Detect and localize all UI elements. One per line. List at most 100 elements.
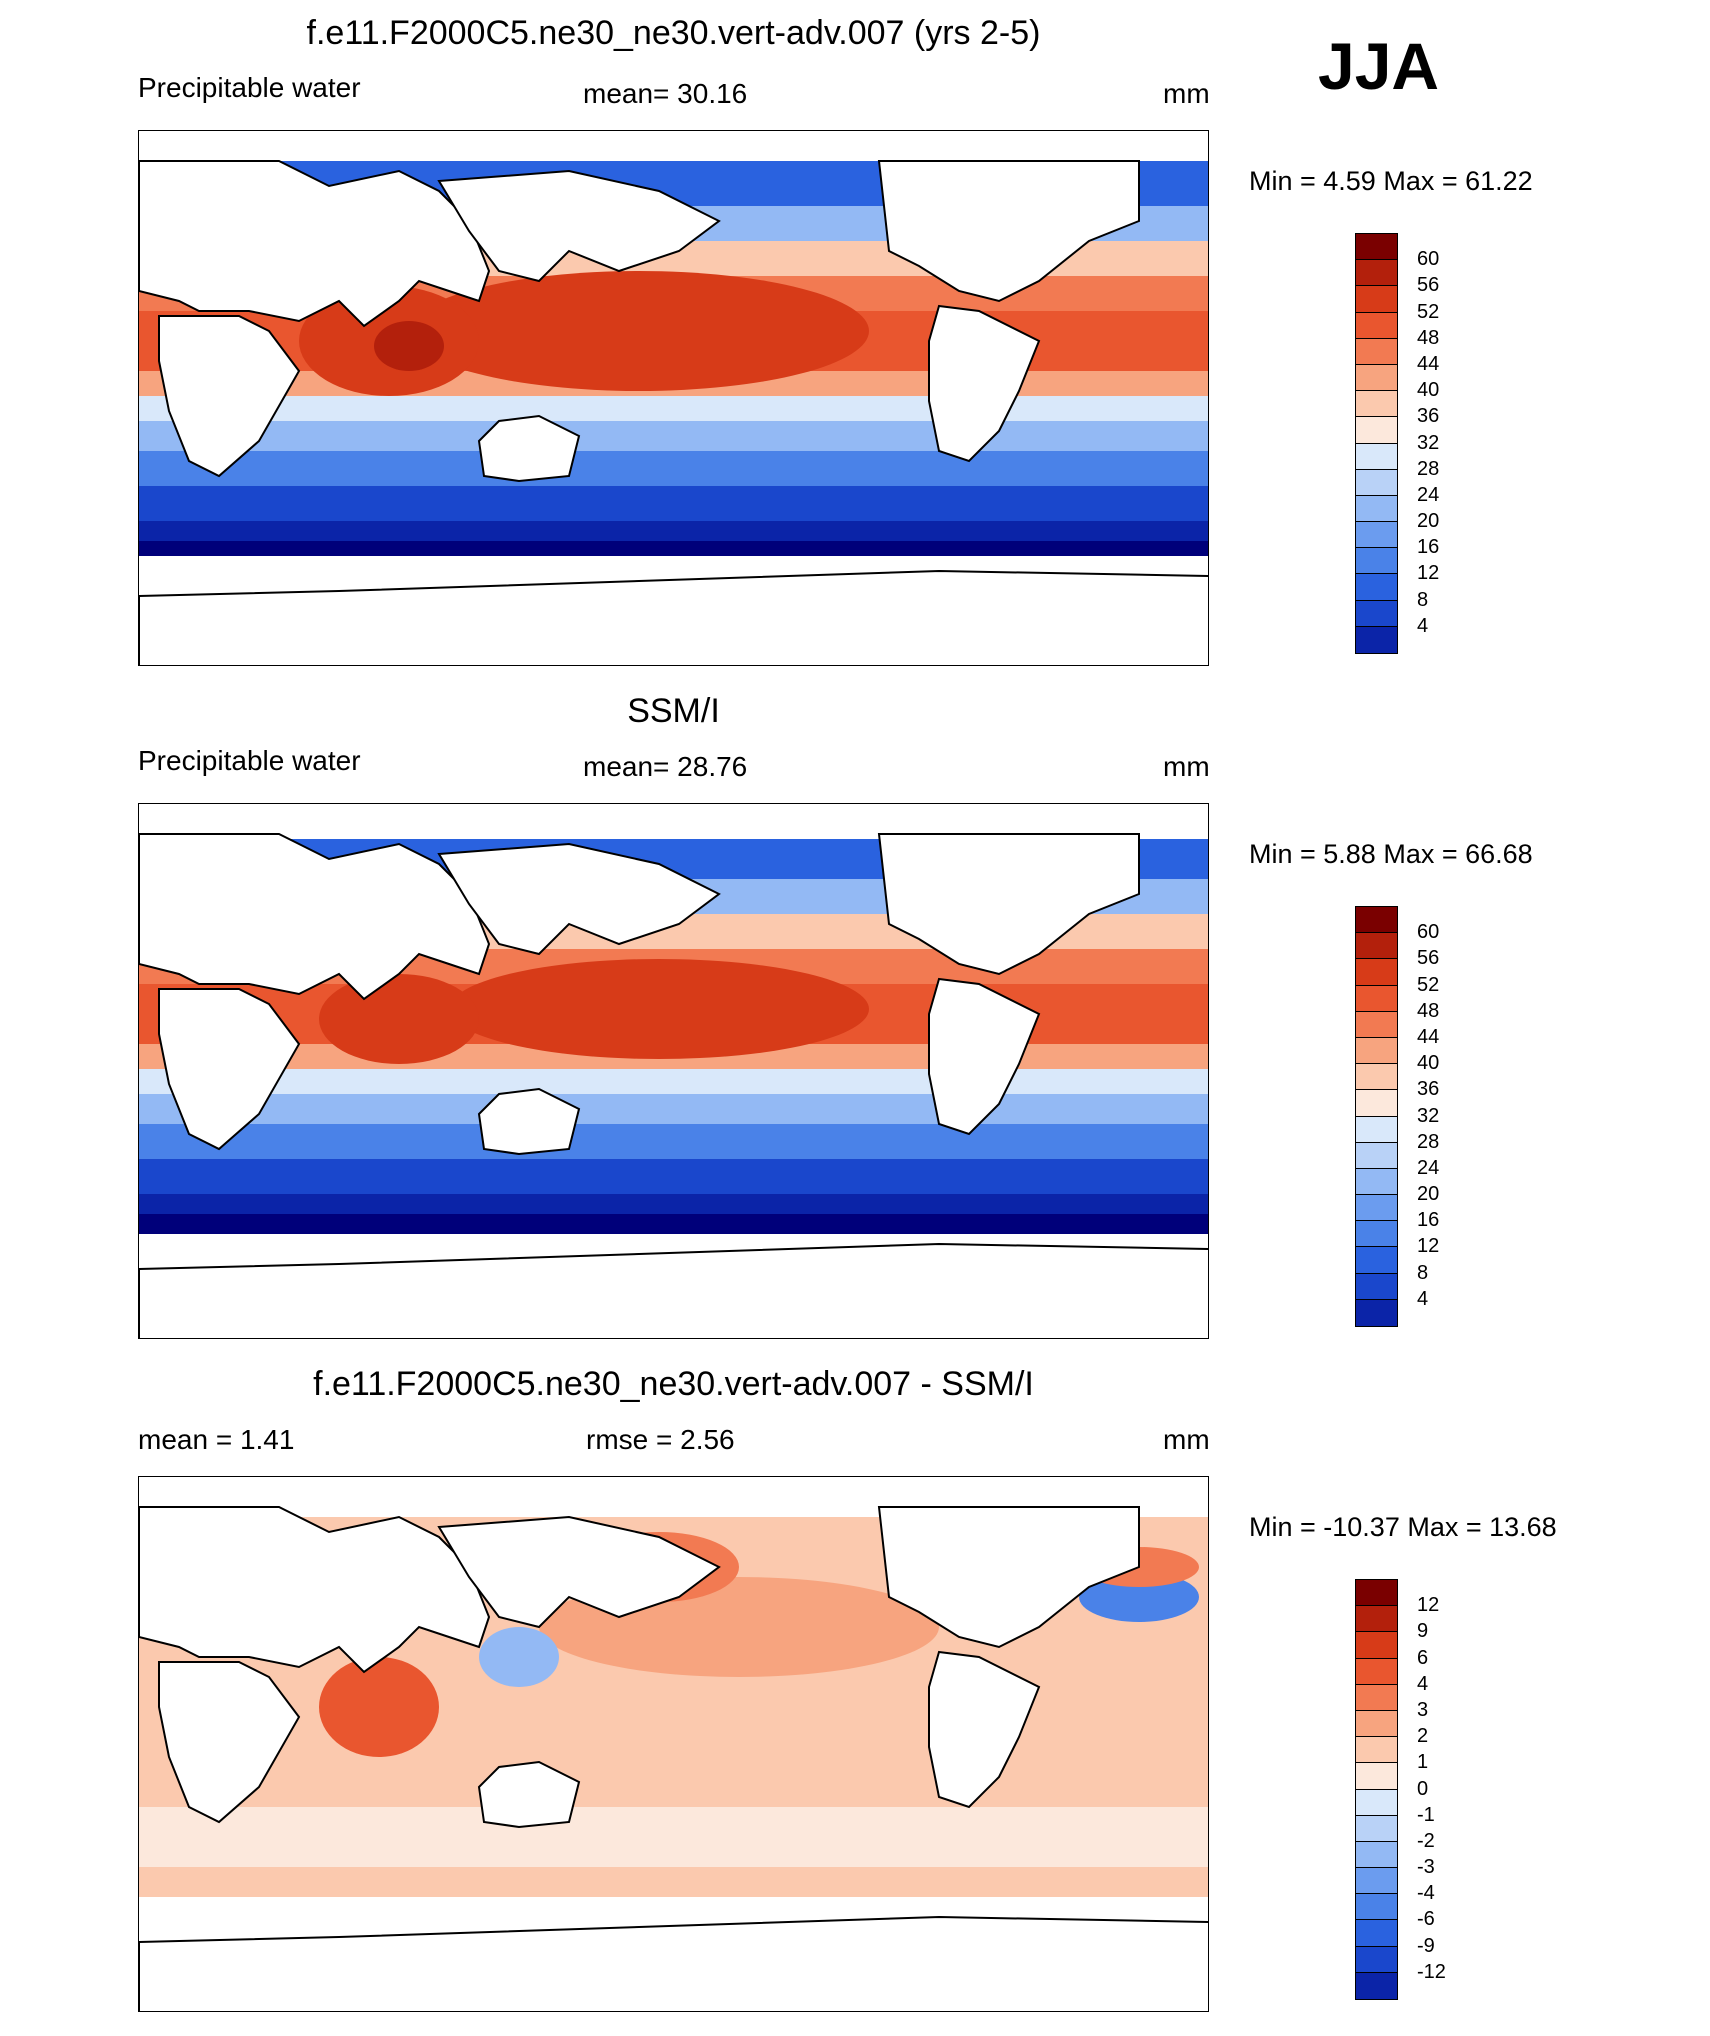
colorbar-box — [1356, 1658, 1397, 1685]
colorbar-box — [1356, 260, 1397, 287]
panel-3-colorbar — [1355, 1579, 1398, 2000]
colorbar-tick-label: -3 — [1417, 1856, 1435, 1879]
colorbar-tick-label: 12 — [1417, 1594, 1440, 1617]
map-band — [139, 1807, 1208, 1867]
panel-3-mean-label: mean = 1.41 — [138, 1424, 295, 1455]
colorbar-tick-label: 12 — [1417, 1235, 1440, 1258]
colorbar-box — [1356, 1763, 1397, 1790]
map-band — [139, 1214, 1208, 1234]
colorbar-tick-label: 40 — [1417, 379, 1440, 402]
map-band — [139, 1159, 1208, 1194]
colorbar-tick-label: 24 — [1417, 1156, 1440, 1179]
colorbar-tick-label: 44 — [1417, 352, 1440, 375]
map-band — [139, 1124, 1208, 1159]
panel-3-map — [138, 1476, 1209, 2012]
colorbar-tick-label: 60 — [1417, 921, 1440, 944]
colorbar-tick-label: 16 — [1417, 536, 1440, 559]
colorbar-tick-label: 4 — [1417, 1287, 1429, 1310]
map-band — [139, 396, 1208, 421]
colorbar-box — [1356, 443, 1397, 470]
panel-3-units-label: mm — [1163, 1424, 1210, 1455]
colorbar-tick-label: 16 — [1417, 1209, 1440, 1232]
map-band — [139, 421, 1208, 451]
panel-3-rmse-label: rmse = 2.56 — [586, 1424, 735, 1455]
colorbar-box — [1356, 626, 1397, 653]
colorbar-tick-label: -9 — [1417, 1934, 1435, 1957]
colorbar-tick-label: -12 — [1417, 1960, 1446, 1983]
colorbar-tick-label: 3 — [1417, 1698, 1429, 1721]
colorbar-tick-label: 32 — [1417, 1104, 1440, 1127]
map-band — [139, 451, 1208, 486]
colorbar-tick-label: 48 — [1417, 999, 1440, 1022]
colorbar-box — [1356, 1247, 1397, 1274]
colorbar-tick-label: 44 — [1417, 1025, 1440, 1048]
colorbar-box — [1356, 1946, 1397, 1973]
panel-2-map — [138, 803, 1209, 1339]
colorbar-box — [1356, 1815, 1397, 1842]
colorbar-box — [1356, 985, 1397, 1012]
colorbar-box — [1356, 1299, 1397, 1326]
colorbar-box — [1356, 417, 1397, 444]
panel-1-mean-label: mean= 30.16 — [583, 78, 748, 109]
colorbar-box — [1356, 522, 1397, 549]
anomaly-region — [479, 1627, 559, 1687]
land — [139, 833, 1208, 1338]
colorbar-box — [1356, 1273, 1397, 1300]
colorbar-box — [1356, 234, 1397, 261]
panel-1-units-label: mm — [1163, 78, 1210, 109]
colorbar-tick-label: 36 — [1417, 1078, 1440, 1101]
colorbar-box — [1356, 286, 1397, 313]
panel-1-left-label: Precipitable water — [138, 72, 361, 103]
map-band — [139, 1094, 1208, 1124]
colorbar-tick-label: 56 — [1417, 274, 1440, 297]
colorbar-tick-label: 20 — [1417, 510, 1440, 533]
panel-1-map-svg — [139, 131, 1208, 665]
colorbar-tick-label: 6 — [1417, 1646, 1429, 1669]
colorbar-box — [1356, 1972, 1397, 1999]
colorbar-box — [1356, 1142, 1397, 1169]
colorbar-box — [1356, 1116, 1397, 1143]
panel-2-map-svg — [139, 804, 1208, 1338]
colorbar-box — [1356, 548, 1397, 575]
warm-pool — [319, 974, 479, 1064]
colorbar-tick-label: 2 — [1417, 1725, 1429, 1748]
map-band — [139, 486, 1208, 521]
map-band — [139, 521, 1208, 541]
colorbar-tick-label: 0 — [1417, 1777, 1429, 1800]
colorbar-box — [1356, 574, 1397, 601]
colorbar-box — [1356, 312, 1397, 339]
panel-2-units-label: mm — [1163, 751, 1210, 782]
colorbar-tick-label: -2 — [1417, 1829, 1435, 1852]
warm-pool — [374, 321, 444, 371]
colorbar-box — [1356, 1632, 1397, 1659]
colorbar-box — [1356, 1195, 1397, 1222]
colorbar-tick-label: 24 — [1417, 483, 1440, 506]
colorbar-box — [1356, 1011, 1397, 1038]
panel-2-mean-label: mean= 28.76 — [583, 751, 748, 782]
colorbar-box — [1356, 1168, 1397, 1196]
colorbar-tick-label: 1 — [1417, 1751, 1429, 1774]
colorbar-box — [1356, 907, 1397, 934]
colorbar-box — [1356, 391, 1397, 418]
colorbar-box — [1356, 1920, 1397, 1947]
colorbar-tick-label: -1 — [1417, 1803, 1435, 1826]
colorbar-box — [1356, 1684, 1397, 1711]
colorbar-box — [1356, 1894, 1397, 1921]
colorbar-box — [1356, 364, 1397, 392]
colorbar-box — [1356, 1868, 1397, 1895]
colorbar-box — [1356, 1606, 1397, 1633]
colorbar-box — [1356, 1737, 1397, 1764]
colorbar-tick-label: 36 — [1417, 405, 1440, 428]
panel-2-left-label: Precipitable water — [138, 745, 361, 776]
colorbar-box — [1356, 1037, 1397, 1065]
colorbar-tick-label: 56 — [1417, 947, 1440, 970]
panel-2-minmax: Min = 5.88 Max = 66.68 — [1249, 839, 1533, 869]
colorbar-tick-label: 32 — [1417, 431, 1440, 454]
land — [139, 160, 1208, 665]
colorbar-tick-label: 4 — [1417, 614, 1429, 637]
colorbar-box — [1356, 959, 1397, 986]
colorbar-tick-label: 4 — [1417, 1672, 1429, 1695]
colorbar-box — [1356, 1090, 1397, 1117]
panel-3-map-svg — [139, 1477, 1208, 2011]
colorbar-tick-label: 48 — [1417, 326, 1440, 349]
